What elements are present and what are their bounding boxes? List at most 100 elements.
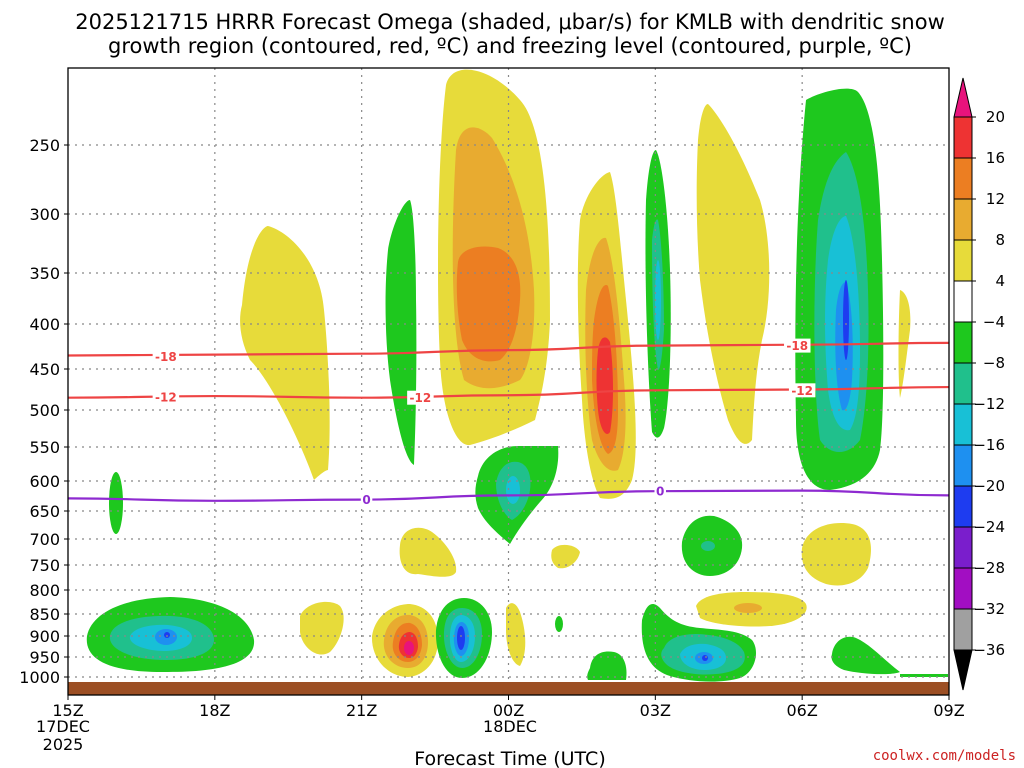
contour-label: -12 xyxy=(791,384,813,398)
omega-feature xyxy=(577,172,636,499)
colorbar-arrow-top xyxy=(953,77,973,118)
y-tick-label: 1000 xyxy=(19,668,60,687)
colorbar-label: −16 xyxy=(973,436,1005,454)
y-tick-label: 350 xyxy=(29,264,60,283)
x-tick-label: 00Z xyxy=(493,701,524,720)
omega-feature xyxy=(801,523,871,586)
omega-feature xyxy=(506,603,526,666)
contour-label: -18 xyxy=(155,350,177,364)
omega-feature xyxy=(435,598,492,678)
omega-feature xyxy=(555,616,563,632)
omega-feature xyxy=(300,601,344,655)
contour-label-bg xyxy=(360,492,373,507)
contour-label-bg xyxy=(152,389,180,404)
contour-label: -18 xyxy=(786,339,808,353)
contour-label-bg xyxy=(784,338,811,353)
x-date-label-1-line2: 2025 xyxy=(43,735,84,754)
omega-feature xyxy=(681,515,743,576)
omega-feature xyxy=(240,226,330,480)
colorbar-segment xyxy=(953,444,973,487)
colorbar-label: −12 xyxy=(973,395,1005,413)
x-date-label-2: 18DEC xyxy=(483,717,537,736)
y-tick-label: 250 xyxy=(29,136,60,155)
colorbar-segment xyxy=(953,403,973,446)
y-tick-label: 950 xyxy=(29,648,60,667)
gridlines xyxy=(68,68,949,682)
x-axis: 15Z 18Z 21Z 00Z 03Z 06Z 09Z xyxy=(52,695,965,720)
x-tick-label: 09Z xyxy=(933,701,964,720)
colorbar-label: −36 xyxy=(973,641,1005,659)
omega-feature xyxy=(696,592,807,627)
contour-label-bg xyxy=(152,349,180,364)
colorbar-label: −32 xyxy=(973,600,1005,618)
colorbar-segment xyxy=(953,608,973,651)
colorbar-label: −20 xyxy=(973,477,1005,495)
colorbar-segment xyxy=(953,116,973,159)
colorbar: 20 16 12 8 4 −4 −8 −12 −16 −20 −24 −28 −32 −36 xyxy=(953,77,1005,691)
omega-feature xyxy=(831,636,948,677)
y-tick-label: 900 xyxy=(29,627,60,646)
colorbar-segment xyxy=(953,485,973,528)
x-tick-label: 21Z xyxy=(346,701,377,720)
omega-feature xyxy=(109,472,123,534)
y-tick-label: 600 xyxy=(29,472,60,491)
colorbar-segment xyxy=(953,198,973,241)
omega-feature xyxy=(86,597,255,673)
contour-label: 0 xyxy=(656,485,664,499)
x-axis-title: Forecast Time (UTC) xyxy=(414,748,605,768)
y-tick-label: 650 xyxy=(29,502,60,521)
x-tick-label: 18Z xyxy=(199,701,230,720)
colorbar-label: 20 xyxy=(986,108,1005,126)
colorbar-label: 4 xyxy=(995,272,1005,290)
contour-label-bg xyxy=(788,383,816,398)
colorbar-segment xyxy=(953,280,973,323)
omega-feature xyxy=(371,604,438,677)
contour-label-bg xyxy=(407,390,434,405)
y-tick-label: 850 xyxy=(29,605,60,624)
colorbar-label: 16 xyxy=(986,149,1005,167)
contour-label: -12 xyxy=(155,390,177,404)
x-date-label-1-line1: 17DEC xyxy=(36,717,90,736)
chart-title-line-2: growth region (contoured, red, ºC) and f… xyxy=(108,34,912,58)
colorbar-segment xyxy=(953,321,973,364)
omega-feature xyxy=(438,69,550,446)
omega-shading xyxy=(86,69,948,682)
colorbar-label: 8 xyxy=(995,231,1005,249)
x-tick-label: 03Z xyxy=(640,701,671,720)
y-tick-label: 750 xyxy=(29,556,60,575)
colorbar-label: −24 xyxy=(973,518,1005,536)
y-tick-label: 400 xyxy=(29,315,60,334)
colorbar-segment xyxy=(953,157,973,200)
colorbar-segment xyxy=(953,526,973,569)
omega-feature xyxy=(641,604,756,682)
ground-terrain xyxy=(68,682,949,695)
y-axis: 250 300 350 400 450 500 550 600 650 700 750 800 850 9… xyxy=(19,136,68,687)
x-tick-label: 06Z xyxy=(787,701,818,720)
credit-text: coolwx.com/models xyxy=(873,748,1016,764)
y-tick-label: 450 xyxy=(29,360,60,379)
x-tick-label: 15Z xyxy=(52,701,83,720)
contour-label: 0 xyxy=(362,493,370,507)
chart-title-line-1: 2025121715 HRRR Forecast Omega (shaded, … xyxy=(75,10,945,34)
colorbar-label: −4 xyxy=(983,313,1005,331)
colorbar-segment xyxy=(953,567,973,610)
omega-feature xyxy=(551,544,580,569)
y-tick-label: 800 xyxy=(29,581,60,600)
plot-area: -18 -18 -12 -12 -12 0 0 xyxy=(67,67,950,696)
colorbar-label: 12 xyxy=(986,190,1005,208)
omega-feature xyxy=(795,88,884,491)
colorbar-label: −8 xyxy=(983,354,1005,372)
y-tick-label: 700 xyxy=(29,530,60,549)
contour-label-bg xyxy=(654,484,666,499)
contour-label: -12 xyxy=(410,391,432,405)
y-tick-label: 500 xyxy=(29,401,60,420)
colorbar-label: −28 xyxy=(973,559,1005,577)
contour-lines: -18 -18 -12 -12 -12 0 0 xyxy=(67,338,950,507)
colorbar-segment xyxy=(953,362,973,405)
omega-feature xyxy=(587,651,627,680)
y-tick-label: 300 xyxy=(29,205,60,224)
colorbar-arrow-bottom xyxy=(953,649,973,691)
colorbar-segment xyxy=(953,239,973,282)
omega-feature xyxy=(696,104,770,444)
